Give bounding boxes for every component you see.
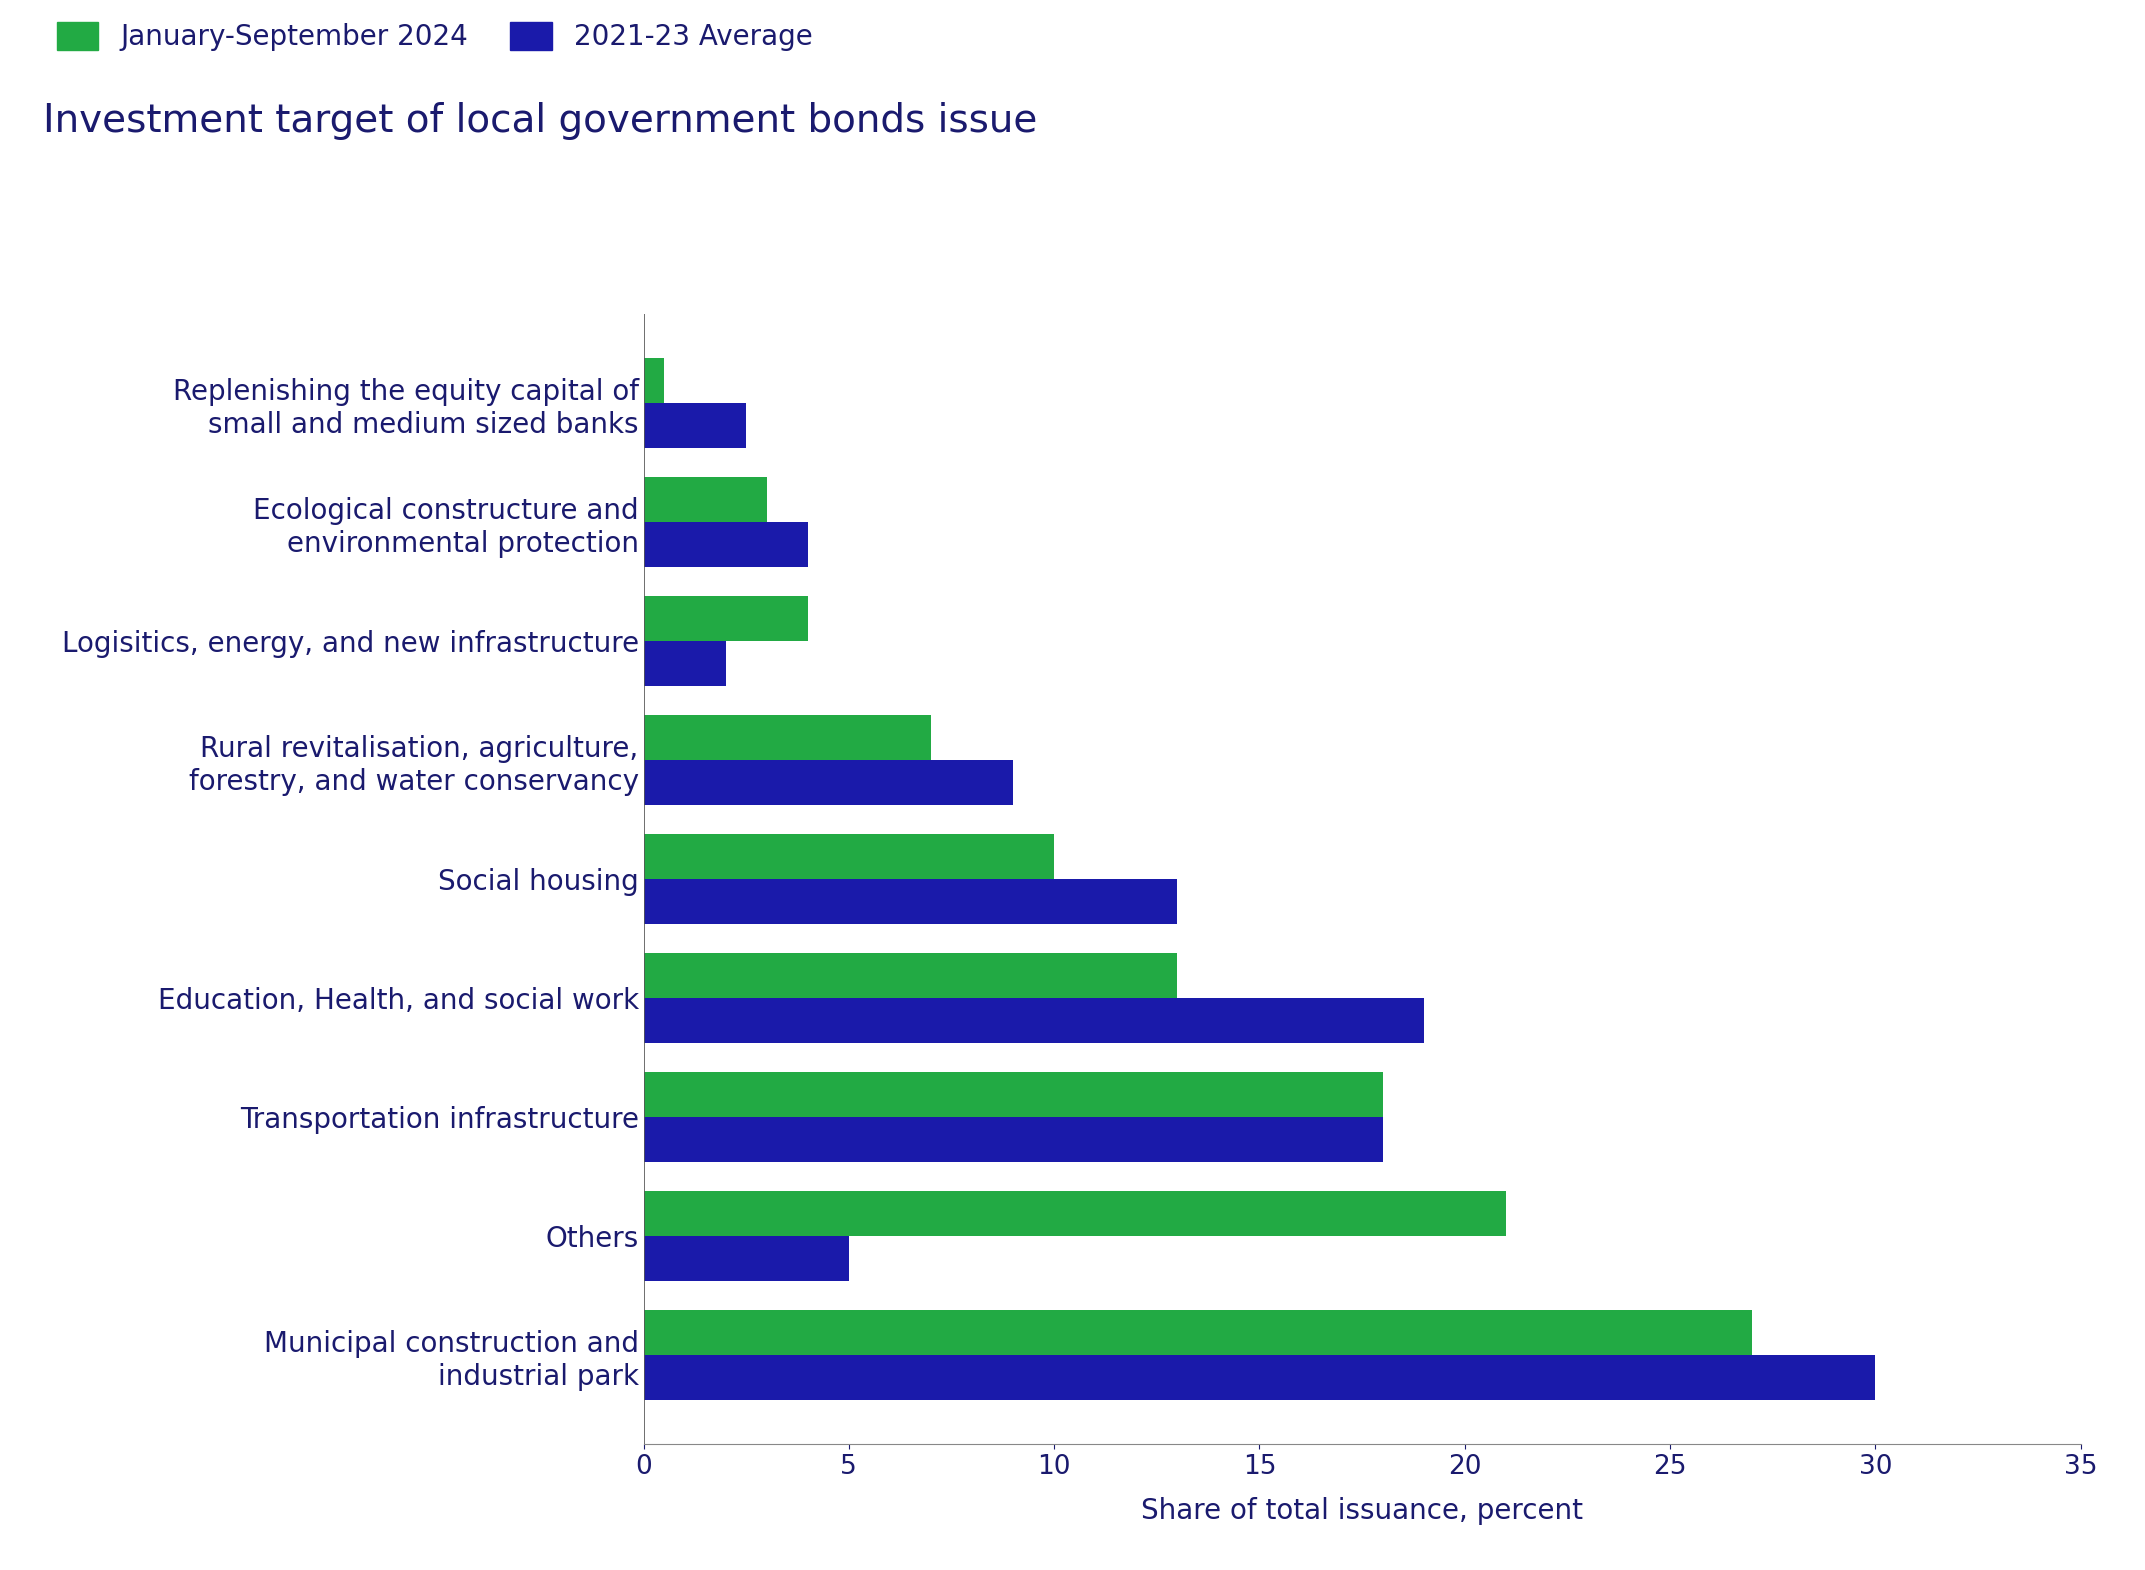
Bar [644, 358, 665, 403]
Bar [644, 597, 809, 641]
Bar [644, 1309, 1752, 1355]
Bar [644, 999, 1424, 1044]
Bar [644, 760, 1012, 805]
Bar [644, 953, 1178, 999]
Bar [644, 1072, 1384, 1118]
Legend: January-September 2024, 2021-23 Average: January-September 2024, 2021-23 Average [56, 22, 813, 52]
Text: Investment target of local government bonds issue: Investment target of local government bo… [43, 102, 1038, 140]
Bar [644, 1192, 1506, 1236]
Bar [644, 477, 766, 523]
Bar [644, 714, 931, 760]
Bar [644, 1118, 1384, 1162]
Bar [644, 834, 1053, 879]
Bar [644, 1355, 1875, 1400]
Bar [644, 879, 1178, 925]
Bar [644, 1236, 849, 1281]
X-axis label: Share of total issuance, percent: Share of total issuance, percent [1141, 1496, 1583, 1524]
Bar [644, 523, 809, 567]
Bar [644, 641, 725, 686]
Bar [644, 403, 746, 449]
